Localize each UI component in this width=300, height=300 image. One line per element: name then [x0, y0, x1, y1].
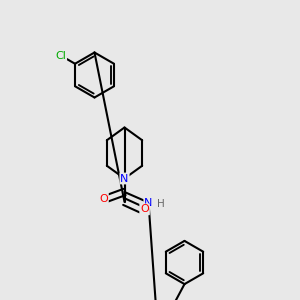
- Text: N: N: [120, 173, 129, 184]
- Text: N: N: [144, 197, 153, 208]
- Text: Cl: Cl: [55, 50, 66, 61]
- Text: O: O: [140, 204, 149, 214]
- Text: H: H: [157, 199, 165, 209]
- Text: O: O: [99, 194, 108, 204]
